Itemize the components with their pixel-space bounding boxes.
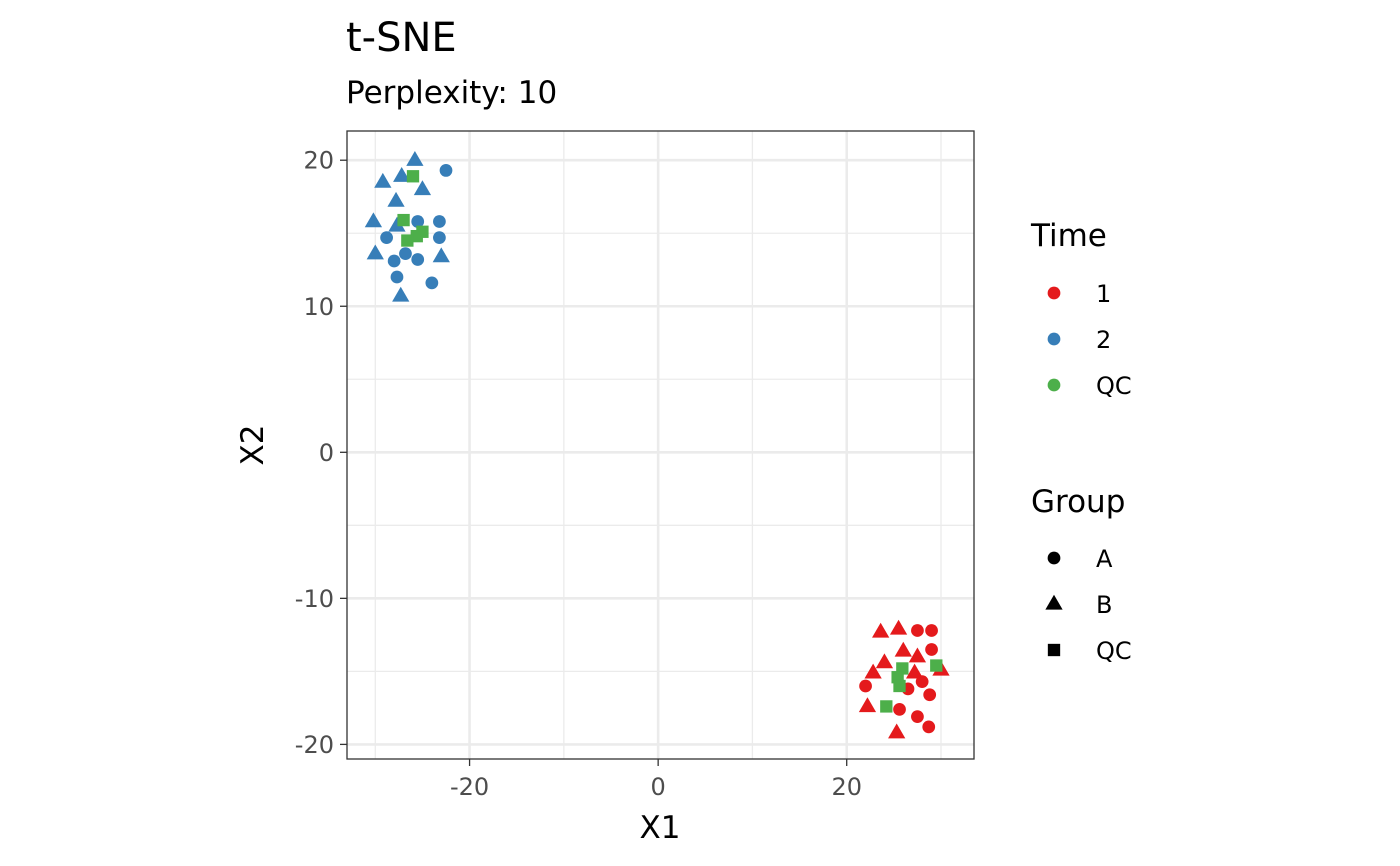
legend-key-circle <box>1047 551 1061 565</box>
data-point-triangle <box>872 622 890 638</box>
data-point-circle <box>380 231 393 244</box>
data-point-circle <box>911 710 924 724</box>
y-tick-label: 0 <box>319 439 334 467</box>
legend-key-circle <box>1047 332 1061 346</box>
legend-time: Time 1 2 QC <box>1030 218 1132 400</box>
data-points <box>364 150 950 739</box>
data-point-circle <box>411 215 425 228</box>
x-axis-title: X1 <box>640 810 681 846</box>
y-tick-label: 10 <box>303 293 334 321</box>
data-point-circle <box>433 231 446 244</box>
y-tick-label: -20 <box>295 731 334 759</box>
plot-panel-background <box>347 131 974 759</box>
data-point-square <box>401 234 414 247</box>
data-point-triangle <box>858 697 877 713</box>
data-point-triangle <box>392 286 410 302</box>
data-point-circle <box>923 688 937 702</box>
data-point-circle <box>925 624 938 637</box>
legend-key-triangle <box>1045 594 1063 610</box>
axes: -20 0 20 -20 -10 0 10 20 <box>295 147 862 801</box>
data-point-circle <box>399 247 412 261</box>
data-point-circle <box>911 624 924 637</box>
data-point-square <box>880 700 893 713</box>
data-point-triangle <box>864 663 882 679</box>
data-point-triangle <box>374 172 392 188</box>
x-tick-label: -20 <box>450 773 489 801</box>
data-point-circle <box>922 720 936 734</box>
data-point-circle <box>390 270 404 284</box>
data-point-triangle <box>905 663 924 679</box>
legend-group: Group AB QC <box>1031 484 1132 665</box>
major-gridlines <box>347 131 974 759</box>
x-tick-label: 0 <box>651 773 666 801</box>
legend-label: B <box>1096 591 1112 619</box>
legend-label: QC <box>1096 637 1132 665</box>
legend-label: A <box>1096 545 1113 573</box>
legend-label: 2 <box>1096 326 1111 354</box>
data-point-square <box>893 679 906 693</box>
data-point-triangle <box>364 212 383 228</box>
data-point-square <box>410 229 423 243</box>
legend-title: Time <box>1030 218 1107 254</box>
legend-key-circle <box>1047 378 1061 392</box>
data-point-circle <box>893 702 906 716</box>
data-point-circle <box>859 679 872 693</box>
data-point-circle <box>425 276 439 290</box>
data-point-circle <box>439 164 453 177</box>
data-point-triangle <box>889 619 908 635</box>
data-point-triangle <box>387 191 405 207</box>
data-point-triangle <box>875 653 894 669</box>
legend-key-square <box>1047 643 1061 657</box>
minor-gridlines <box>347 131 974 759</box>
data-point-circle <box>433 215 446 228</box>
plot-panel <box>346 130 975 760</box>
data-point-square <box>397 213 410 227</box>
data-point-triangle <box>388 216 406 232</box>
plot-panel-border <box>346 130 975 760</box>
data-point-triangle <box>413 180 432 196</box>
data-point-triangle <box>432 247 450 263</box>
data-point-triangle <box>888 723 906 739</box>
legend-label: 1 <box>1096 280 1111 308</box>
x-tick-label: 20 <box>831 773 862 801</box>
chart-title: t-SNE <box>346 15 457 61</box>
data-point-triangle <box>908 647 927 663</box>
data-point-circle <box>387 254 401 268</box>
y-tick-label: -10 <box>295 585 334 613</box>
data-point-circle <box>925 643 938 656</box>
data-point-circle <box>411 253 425 266</box>
data-point-triangle <box>393 167 411 182</box>
data-point-triangle <box>366 244 384 260</box>
y-axis-title: X2 <box>235 425 271 466</box>
y-tick-label: 20 <box>303 147 334 175</box>
legend-key-circle <box>1047 286 1061 300</box>
chart-subtitle: Perplexity: 10 <box>346 75 557 111</box>
legend-title: Group <box>1031 484 1125 520</box>
legend: Time 1 2 QC Group AB QC <box>1030 218 1132 665</box>
data-point-triangle <box>894 641 912 657</box>
data-point-square <box>406 170 420 183</box>
data-point-square <box>930 659 943 672</box>
data-point-triangle <box>406 150 424 166</box>
legend-label: QC <box>1096 372 1132 400</box>
